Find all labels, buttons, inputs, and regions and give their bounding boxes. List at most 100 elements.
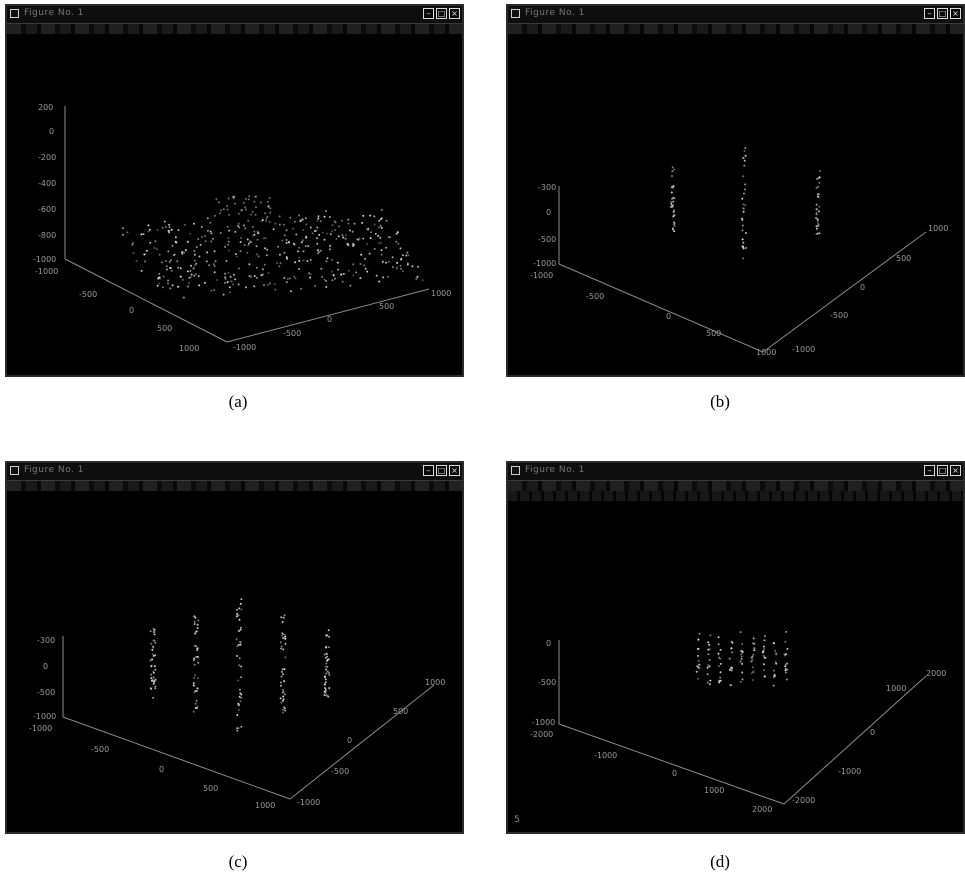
point-mark — [321, 231, 324, 234]
point-mark — [728, 657, 731, 660]
minimize-button[interactable]: – — [423, 465, 434, 476]
close-button[interactable]: × — [449, 465, 460, 476]
minimize-button[interactable]: – — [423, 8, 434, 19]
maximize-button[interactable]: □ — [937, 465, 948, 476]
point-mark — [227, 243, 230, 246]
point-mark — [359, 263, 362, 265]
minimize-button[interactable]: – — [924, 8, 935, 19]
left-axis-tick-labels-d: -2000 -1000 0 1000 2000 — [530, 730, 772, 814]
point-mark — [198, 284, 201, 287]
maximize-button[interactable]: □ — [937, 8, 948, 19]
z-tick-label: -500 — [538, 678, 556, 687]
point-mark — [196, 705, 199, 708]
window-title-b: Figure No. 1 — [525, 8, 585, 18]
point-mark — [411, 265, 414, 268]
point-mark — [719, 662, 722, 665]
title-bar-b[interactable]: Figure No. 1 – □ × — [508, 6, 963, 24]
point-mark — [209, 221, 212, 224]
point-mark — [225, 260, 228, 262]
point-mark — [308, 272, 311, 275]
point-mark — [193, 615, 196, 618]
point-mark — [278, 265, 281, 268]
point-mark — [238, 657, 241, 660]
point-mark — [260, 220, 263, 223]
point-mark — [316, 219, 319, 222]
point-mark — [152, 645, 154, 648]
point-mark — [239, 628, 242, 631]
point-mark — [378, 242, 380, 245]
title-bar-c[interactable]: Figure No. 1 – □ × — [7, 463, 462, 481]
point-mark — [352, 263, 355, 266]
point-mark — [400, 258, 402, 261]
point-mark — [280, 647, 283, 650]
window-menu-icon[interactable] — [511, 9, 520, 18]
z-tick-label: -800 — [38, 231, 56, 240]
minimize-button[interactable]: – — [924, 465, 935, 476]
point-mark — [405, 254, 408, 257]
point-mark — [309, 258, 312, 261]
close-button[interactable]: × — [950, 8, 961, 19]
point-mark — [325, 210, 327, 212]
point-mark — [227, 271, 230, 274]
point-mark — [192, 684, 195, 687]
point-mark — [220, 209, 222, 212]
point-mark — [204, 235, 206, 237]
point-mark — [195, 656, 198, 658]
plot-canvas-a: 200 0 -200 -400 -600 -800 -1000 -1000 -5… — [33, 103, 451, 353]
point-mark — [168, 226, 171, 229]
point-mark — [140, 233, 143, 236]
point-mark — [193, 264, 196, 267]
point-mark — [253, 200, 256, 203]
point-mark — [236, 655, 239, 657]
x-tick-label: 0 — [672, 769, 677, 778]
point-mark — [168, 229, 171, 232]
title-bar-a[interactable]: Figure No. 1 – □ × — [7, 6, 462, 24]
menu-bar-a[interactable] — [7, 24, 462, 34]
window-menu-icon[interactable] — [10, 466, 19, 475]
point-mark — [235, 608, 238, 611]
point-mark — [331, 258, 333, 261]
point-mark — [696, 665, 699, 668]
point-mark — [169, 259, 172, 262]
title-bar-d[interactable]: Figure No. 1 – □ × — [508, 463, 963, 481]
point-mark — [374, 232, 377, 235]
close-button[interactable]: × — [449, 8, 460, 19]
maximize-button[interactable]: □ — [436, 465, 447, 476]
menu-bar-c[interactable] — [7, 481, 462, 491]
point-mark — [213, 271, 216, 274]
point-mark — [268, 220, 271, 223]
point-mark — [330, 270, 333, 273]
point-mark — [283, 223, 285, 226]
point-mark — [751, 658, 754, 661]
point-mark — [160, 261, 163, 264]
point-mark — [415, 277, 418, 280]
point-mark — [743, 149, 746, 152]
point-mark — [378, 226, 380, 229]
toolbar-d[interactable] — [508, 491, 963, 501]
point-mark — [707, 663, 710, 666]
point-mark — [222, 208, 225, 211]
menu-bar-d[interactable] — [508, 481, 963, 491]
menu-bar-b[interactable] — [508, 24, 963, 34]
point-mark — [319, 249, 322, 252]
point-mark — [264, 247, 267, 250]
point-mark — [706, 666, 709, 669]
point-mark — [351, 230, 354, 233]
point-mark — [380, 253, 383, 256]
maximize-button[interactable]: □ — [436, 8, 447, 19]
y-tick-label: 500 — [393, 707, 408, 716]
point-mark — [161, 286, 164, 289]
point-mark — [673, 221, 675, 224]
point-mark — [784, 663, 787, 666]
point-mark — [334, 277, 336, 280]
point-mark — [264, 237, 267, 240]
point-mark — [282, 637, 285, 640]
close-button[interactable]: × — [950, 465, 961, 476]
point-mark — [227, 237, 230, 240]
window-menu-icon[interactable] — [10, 9, 19, 18]
window-menu-icon[interactable] — [511, 466, 520, 475]
x-tick-label: 500 — [157, 324, 172, 333]
point-mark — [378, 219, 381, 222]
point-mark — [358, 237, 361, 240]
point-mark — [317, 215, 320, 218]
